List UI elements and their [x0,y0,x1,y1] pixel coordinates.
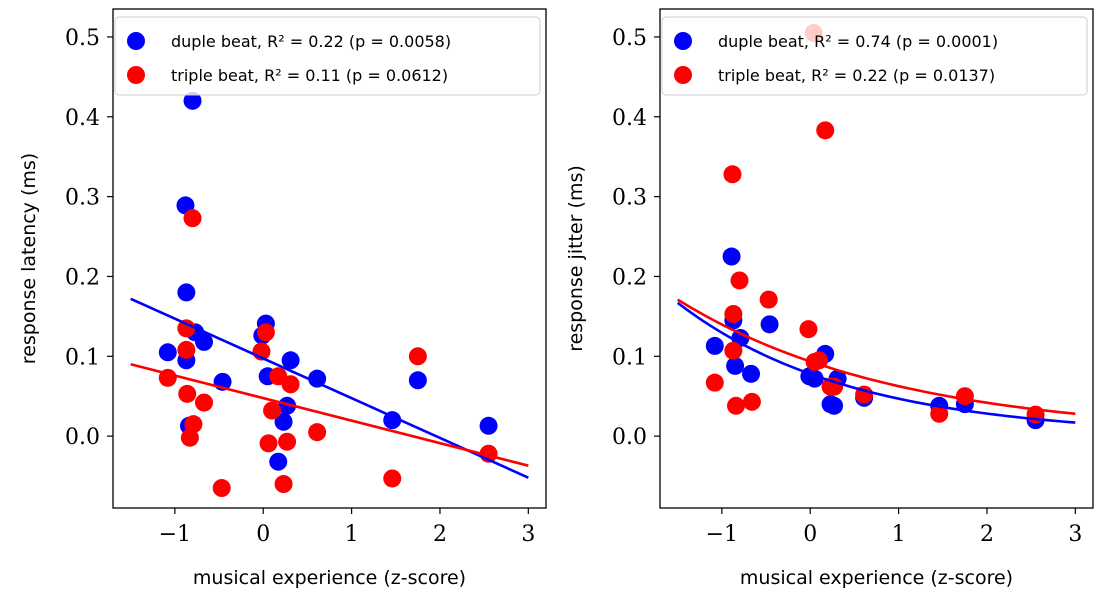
duple-point [269,452,288,471]
triple-point [183,209,202,228]
y-axis-label: response latency (ms) [18,153,40,364]
triple-point [212,479,231,498]
y-tick-label: 0.5 [65,26,100,51]
duple-point [158,343,177,362]
x-tick-label: 2 [433,522,447,547]
y-tick-label: 0.0 [612,425,647,450]
legend-label: duple beat, R² = 0.22 (p = 0.0058) [171,32,451,51]
triple-point [281,375,300,394]
duple-point [195,332,214,351]
triple-point [742,392,761,411]
y-tick-label: 0.0 [65,425,100,450]
duple-point [177,283,196,302]
x-axis-label: musical experience (z-score) [740,567,1013,589]
duple-point [760,315,779,334]
x-tick-label: 0 [803,522,817,547]
triple-point [759,290,778,309]
legend-box [661,16,1088,96]
duple-point [183,91,202,110]
triple-point [726,396,745,415]
legend-marker [127,32,145,50]
triple-point [383,469,402,488]
triple-point [799,320,818,339]
y-tick-label: 0.1 [65,345,100,370]
triple-point [177,319,196,338]
triple-point [705,373,724,392]
duple-point [278,396,297,415]
left-panel-latency: −1 0 1 2 3 0.0 0.1 0.2 0.3 0.4 0.5 musical experien… [18,8,547,589]
y-axis-label: response jitter (ms) [565,165,587,352]
x-tick-label: 3 [521,522,535,547]
x-axis-label: musical experience (z-score) [193,567,466,589]
legend-label: triple beat, R² = 0.11 (p = 0.0612) [171,66,448,85]
x-tick-label: 3 [1068,522,1082,547]
duple-fit-line [676,301,1076,424]
triple-point [723,165,742,184]
triple-point [259,434,278,453]
triple-point [180,428,199,447]
legend-label: duple beat, R² = 0.74 (p = 0.0001) [718,32,998,51]
triple-point [263,401,282,420]
duple-point [479,416,498,435]
duple-point [742,364,761,383]
y-tick-label: 0.1 [612,345,647,370]
triple-fit-line [676,298,1076,416]
triple-point [930,404,949,423]
duple-point [281,351,300,370]
triple-point [178,384,197,403]
triple-point [730,271,749,290]
triple-point [724,341,743,360]
y-tick-label: 0.3 [612,186,647,211]
duple-point [308,369,327,388]
triple-point [274,475,293,494]
duple-point [408,371,427,390]
x-tick-label: −1 [159,522,191,547]
x-tick-label: 1 [345,522,359,547]
duple-point [825,396,844,415]
triple-point [256,323,275,342]
legend-label: triple beat, R² = 0.22 (p = 0.0137) [718,66,995,85]
x-tick-label: −1 [706,522,738,547]
triple-point [308,423,327,442]
legend-marker [127,66,145,84]
legend-marker [674,32,692,50]
y-tick-label: 0.4 [65,106,100,131]
x-tick-label: 1 [892,522,906,547]
y-tick-label: 0.3 [65,186,100,211]
triple-point [278,432,297,451]
plot-frame [659,8,1094,509]
legend: duple beat, R² = 0.74 (p = 0.0001) triple… [661,16,1088,96]
legend-box [114,16,541,96]
x-tick-label: 0 [256,522,270,547]
legend-marker [674,66,692,84]
duple-point [274,412,293,431]
plot-frame [112,8,547,509]
triple-point [195,393,214,412]
triple-point [955,387,974,406]
duple-point [722,247,741,266]
right-panel-jitter: −1 0 1 2 3 0.0 0.1 0.2 0.3 0.4 0.5 musical experien… [565,8,1094,589]
triple-point [724,304,743,323]
y-tick-label: 0.2 [612,265,647,290]
y-tick-label: 0.2 [65,265,100,290]
triple-point [177,340,196,359]
legend: duple beat, R² = 0.22 (p = 0.0058) triple… [114,16,541,96]
y-tick-label: 0.4 [612,106,647,131]
duple-point [726,356,745,375]
duple-point [705,336,724,355]
triple-fit-line [130,363,529,467]
x-tick-label: 2 [980,522,994,547]
triple-point [184,415,203,434]
y-tick-label: 0.5 [612,26,647,51]
triple-point [408,347,427,366]
triple-point [816,121,835,140]
